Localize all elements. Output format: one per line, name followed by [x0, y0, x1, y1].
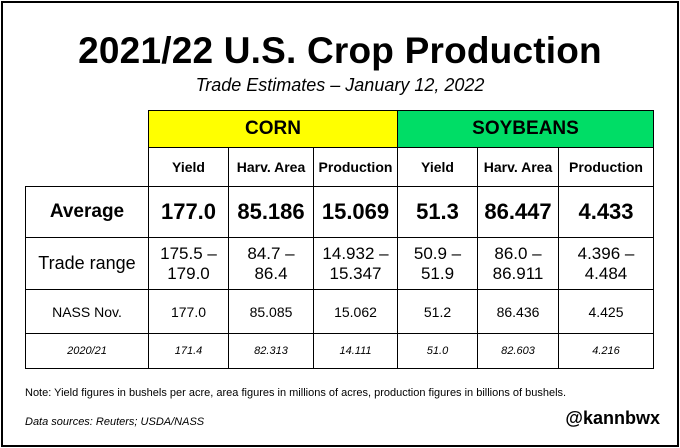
column-header-soy-yield: Yield — [397, 147, 478, 187]
range-high: 86.4 — [254, 263, 288, 283]
table-cell: 51.3 — [397, 186, 478, 238]
table-cell: 85.186 — [228, 186, 314, 238]
table-cell: 4.396 –4.484 — [558, 237, 654, 290]
data-sources: Data sources: Reuters; USDA/NASS — [25, 416, 205, 428]
table-cell: 82.603 — [477, 333, 559, 369]
author-handle: @kannbwx — [565, 408, 660, 428]
corner-cell — [26, 111, 149, 148]
row-label: Average — [25, 186, 149, 238]
corner-cell — [26, 148, 149, 187]
range-low: 14.932 – — [322, 243, 389, 263]
table-cell: 175.5 –179.0 — [148, 237, 229, 290]
range-high: 86.911 — [492, 263, 544, 283]
range-high: 179.0 — [167, 263, 210, 283]
table-cell: 85.085 — [228, 289, 314, 334]
table-cell: 14.111 — [313, 333, 398, 369]
footnote: Note: Yield figures in bushels per acre,… — [25, 387, 567, 399]
range-high: 51.9 — [420, 263, 455, 283]
row-label: 2020/21 — [25, 333, 149, 369]
range-low: 86.0 – — [494, 243, 542, 263]
range-low: 84.7 – — [247, 243, 295, 263]
table-cell: 15.069 — [313, 186, 398, 238]
table-cell: 4.216 — [558, 333, 654, 369]
table-cell: 51.2 — [397, 289, 478, 334]
table-cell: 4.433 — [558, 186, 654, 238]
column-header-corn-yield: Yield — [148, 147, 229, 187]
table-cell: 14.932 –15.347 — [313, 237, 398, 290]
page-subtitle: Trade Estimates – January 12, 2022 — [195, 75, 485, 95]
table-cell: 82.313 — [228, 333, 314, 369]
range-low: 4.396 – — [577, 243, 635, 263]
table-cell: 50.9 –51.9 — [397, 237, 478, 290]
table-row-2020-21: 2020/21 171.4 82.313 14.111 51.0 82.603 … — [25, 333, 654, 369]
range-high: 4.484 — [584, 263, 628, 283]
range-low: 175.5 – — [160, 243, 217, 263]
column-header-soy-harv-area: Harv. Area — [477, 147, 559, 187]
table-row-nass-nov: NASS Nov. 177.0 85.085 15.062 51.2 86.43… — [25, 289, 654, 334]
table-cell: 15.062 — [313, 289, 398, 334]
column-header-corn-harv-area: Harv. Area — [228, 147, 314, 187]
row-label: NASS Nov. — [25, 289, 149, 334]
row-label: Trade range — [25, 237, 149, 290]
table-cell: 177.0 — [148, 186, 229, 238]
page-title: 2021/22 U.S. Crop Production — [78, 30, 602, 71]
table-row-average: Average 177.0 85.186 15.069 51.3 86.447 … — [25, 186, 654, 238]
soybeans-header: SOYBEANS — [397, 110, 654, 148]
column-header-corn-production: Production — [313, 147, 398, 187]
table-cell: 4.425 — [558, 289, 654, 334]
table-cell: 177.0 — [148, 289, 229, 334]
table-cell: 84.7 –86.4 — [228, 237, 314, 290]
table-row-trade-range: Trade range 175.5 –179.0 84.7 –86.4 14.9… — [25, 237, 654, 290]
range-high: 15.347 — [329, 263, 382, 283]
table-cell: 171.4 — [148, 333, 229, 369]
crop-table: CORN SOYBEANS Yield Harv. Area Productio… — [25, 110, 654, 369]
range-low: 50.9 – — [413, 243, 462, 263]
table-cell: 51.0 — [397, 333, 478, 369]
table-cell: 86.447 — [477, 186, 559, 238]
table-cell: 86.436 — [477, 289, 559, 334]
corn-header: CORN — [148, 110, 398, 148]
table-cell: 86.0 –86.911 — [477, 237, 559, 290]
column-header-soy-production: Production — [558, 147, 654, 187]
